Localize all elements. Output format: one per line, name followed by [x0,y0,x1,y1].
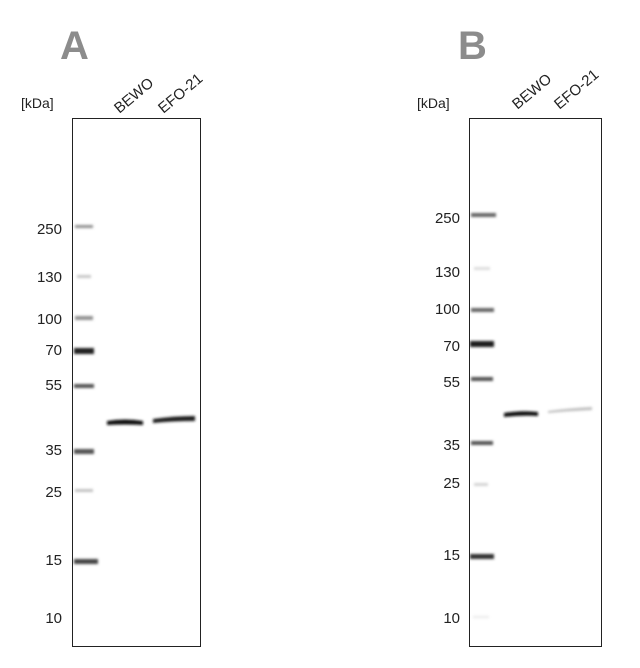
ladder-band-25 [75,489,93,492]
ladder-band-55 [74,384,94,388]
ladder-band-100 [75,316,93,320]
sample-band-bewo [504,411,538,417]
ladder-band-100 [471,308,494,312]
panel-b: B [kDa] BEWO EFO-21 250 130 100 70 55 35… [400,0,640,668]
marker-label-15: 15 [443,547,460,564]
lane-label-bewo: BEWO [509,70,556,113]
ladder-band-70 [470,341,494,347]
marker-label-15: 15 [45,552,62,569]
lane-label-efo21: EFO-21 [155,70,207,117]
marker-label-250: 250 [434,210,460,227]
lane-label-efo21: EFO-21 [551,66,603,113]
marker-label-130: 130 [36,269,62,286]
ladder-band-10 [473,616,489,618]
marker-label-100: 100 [36,311,62,328]
unit-label: [kDa] [417,95,450,111]
blot-bands [470,213,592,618]
ladder-band-15 [74,559,98,564]
ladder-band-130 [474,267,490,270]
ladder-band-55 [471,377,493,381]
marker-label-130: 130 [434,264,460,281]
marker-label-55: 55 [443,374,460,391]
marker-label-55: 55 [45,377,62,394]
ladder-band-35 [74,449,94,454]
lane-label-bewo: BEWO [111,74,158,117]
ladder-band-15 [470,554,494,559]
marker-label-25: 25 [45,484,62,501]
marker-label-10: 10 [45,610,62,627]
sample-band-bewo [107,419,143,425]
blot-membrane [469,118,602,647]
marker-label-35: 35 [45,442,62,459]
marker-label-35: 35 [443,437,460,454]
ladder-band-35 [471,441,493,445]
blot-membrane [72,118,201,647]
marker-label-25: 25 [443,475,460,492]
panel-letter: A [60,24,89,68]
blot-bands [74,225,195,564]
marker-label-250: 250 [36,221,62,238]
panel-letter: B [458,24,487,68]
sample-band-efo21 [548,407,592,413]
marker-label-70: 70 [443,338,460,355]
ladder-band-70 [74,348,94,354]
ladder-band-250 [75,225,93,228]
unit-label: [kDa] [21,95,54,111]
ladder-band-250 [471,213,496,217]
marker-label-10: 10 [443,610,460,627]
marker-label-70: 70 [45,342,62,359]
panel-a: A [kDa] BEWO EFO-21 250 130 100 70 55 35… [21,24,207,647]
ladder-band-130 [77,275,91,278]
marker-label-100: 100 [434,301,460,318]
sample-band-efo21 [153,416,195,423]
ladder-band-25 [474,483,488,486]
